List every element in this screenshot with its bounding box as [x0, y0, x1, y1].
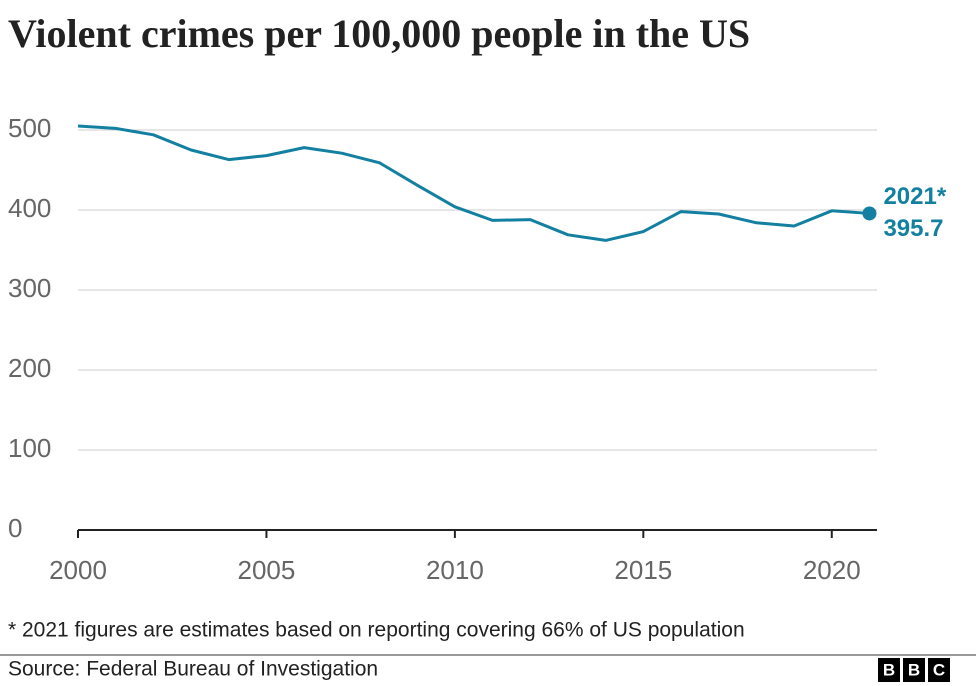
x-tick-label: 2000: [49, 555, 107, 585]
y-tick-label: 400: [8, 193, 51, 223]
x-tick-label: 2020: [803, 555, 861, 585]
x-tick-label: 2005: [238, 555, 296, 585]
logo-letter: C: [933, 660, 945, 679]
value-label: 395.7: [883, 215, 943, 242]
x-tick-label: 2010: [426, 555, 484, 585]
logo-box: [878, 658, 900, 682]
chart-title: Violent crimes per 100,000 people in the…: [8, 11, 750, 56]
source: Source: Federal Bureau of Investigation: [8, 658, 378, 681]
y-tick-label: 100: [8, 433, 51, 463]
end-point: [862, 206, 877, 221]
line: [77, 124, 870, 242]
logo-box: [903, 658, 925, 682]
y-tick-label: 500: [8, 113, 51, 143]
x-tick-label: 2015: [614, 555, 672, 585]
logo-letter: B: [908, 660, 920, 679]
annotation: 2021*: [883, 183, 946, 210]
y-tick-label: 200: [8, 353, 51, 383]
footnote: * 2021 figures are estimates based on re…: [8, 619, 745, 642]
logo-letter: B: [883, 660, 895, 679]
y-tick-label: 300: [8, 273, 51, 303]
logo-box: [928, 658, 950, 682]
y-tick-label: 0: [8, 513, 22, 543]
